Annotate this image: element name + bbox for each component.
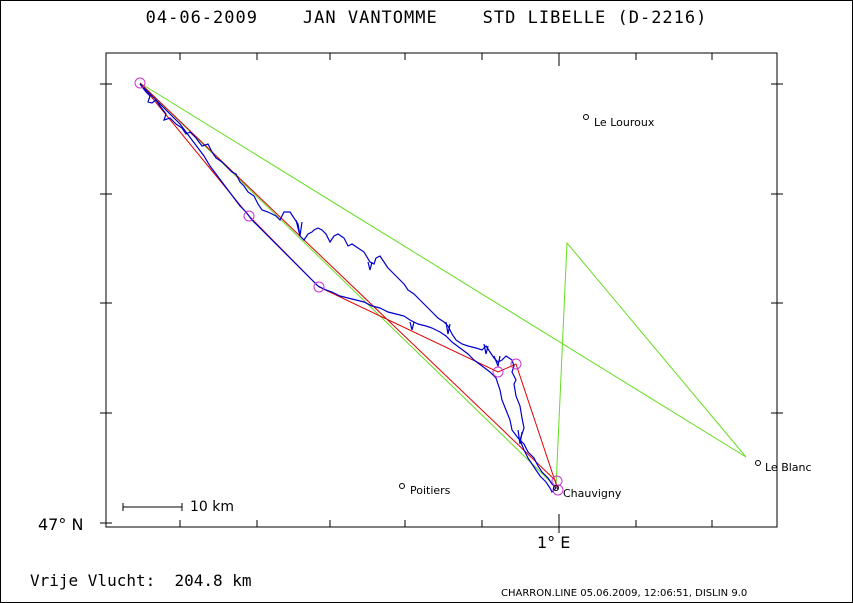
gps-track-return (139, 83, 553, 485)
turnpoint-3 (313, 281, 325, 293)
place-label-le-blanc: Le Blanc (765, 461, 812, 474)
top-ticks (179, 53, 713, 66)
distance-label: Vrije Vlucht: (30, 571, 156, 590)
distance-value: 204.8 km (174, 571, 252, 590)
map-box (105, 52, 778, 528)
turnpoint-4 (492, 366, 504, 378)
place-marker-le-blanc (755, 460, 761, 466)
turnpoint-1 (134, 77, 146, 89)
bottom-ticks (179, 514, 713, 533)
turnpoint-2 (243, 210, 255, 222)
distance-summary: Vrije Vlucht: 204.8 km (30, 571, 252, 590)
flight-title: 04-06-2009 JAN VANTOMME STD LIBELLE (D-2… (145, 8, 708, 28)
place-marker-poitiers (399, 483, 405, 489)
longitude-label: 1° E (537, 533, 571, 552)
turnpoint-markers (134, 77, 564, 496)
place-marker-chauvigny (553, 485, 559, 491)
turnpoint-6 (551, 475, 563, 487)
program-info: CHARRON.LINE 05.06.2009, 12:06:51, DISLI… (501, 588, 748, 599)
place-label-le-louroux: Le Louroux (594, 116, 655, 129)
scale-bar (122, 503, 183, 511)
turnpoint-7 (552, 484, 564, 496)
scale-label: 10 km (190, 499, 235, 515)
place-markers (399, 114, 761, 491)
gps-track-spikes (295, 219, 523, 445)
turnpoint-5 (510, 358, 522, 370)
latitude-label: 47° N (38, 515, 84, 534)
optimized-route-line (139, 82, 747, 489)
place-label-poitiers: Poitiers (410, 484, 451, 497)
right-ticks (771, 83, 783, 414)
place-marker-le-louroux (583, 114, 589, 120)
left-ticks (100, 83, 112, 524)
place-label-chauvigny: Chauvigny (563, 487, 622, 500)
gps-track-line (139, 83, 557, 494)
